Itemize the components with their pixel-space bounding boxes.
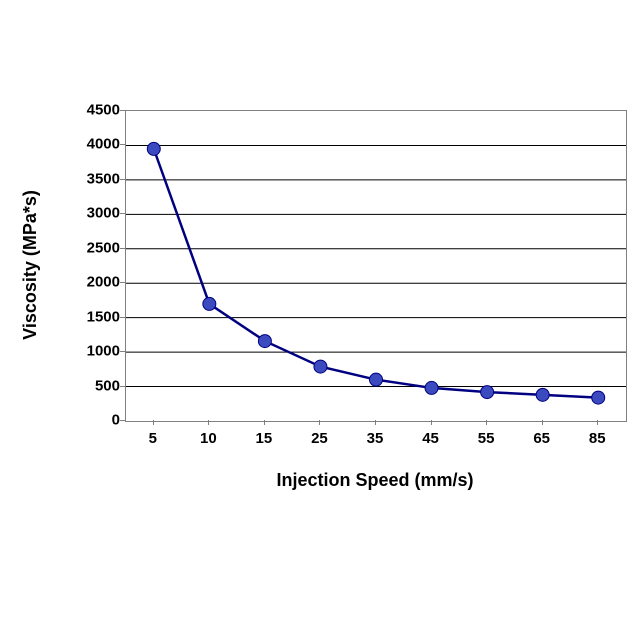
- y-tick-label: 0: [60, 412, 120, 429]
- viscosity-chart: Viscosity (MPa*s) Injection Speed (mm/s)…: [30, 90, 630, 530]
- chart-svg: [126, 111, 626, 421]
- y-tick-label: 4500: [60, 102, 120, 119]
- x-tick-mark: [486, 420, 487, 425]
- y-tick-mark: [120, 213, 125, 214]
- y-tick-mark: [120, 420, 125, 421]
- x-tick-label: 10: [193, 430, 223, 447]
- x-tick-label: 45: [416, 430, 446, 447]
- data-marker: [425, 381, 438, 394]
- x-tick-label: 65: [527, 430, 557, 447]
- plot-area: [125, 110, 627, 422]
- x-tick-label: 35: [360, 430, 390, 447]
- y-tick-mark: [120, 282, 125, 283]
- y-tick-label: 3500: [60, 170, 120, 187]
- x-tick-mark: [375, 420, 376, 425]
- x-tick-label: 55: [471, 430, 501, 447]
- data-marker: [258, 335, 271, 348]
- y-tick-label: 2000: [60, 274, 120, 291]
- data-marker: [370, 373, 383, 386]
- y-tick-mark: [120, 351, 125, 352]
- y-tick-label: 1000: [60, 343, 120, 360]
- y-axis-title: Viscosity (MPa*s): [20, 190, 41, 340]
- data-marker: [147, 142, 160, 155]
- x-tick-label: 25: [304, 430, 334, 447]
- x-axis-title: Injection Speed (mm/s): [125, 470, 625, 491]
- y-tick-mark: [120, 248, 125, 249]
- y-tick-label: 500: [60, 377, 120, 394]
- x-tick-mark: [264, 420, 265, 425]
- data-marker: [536, 388, 549, 401]
- y-tick-label: 3000: [60, 205, 120, 222]
- x-tick-mark: [319, 420, 320, 425]
- x-tick-mark: [431, 420, 432, 425]
- x-tick-label: 85: [582, 430, 612, 447]
- x-tick-mark: [597, 420, 598, 425]
- y-tick-mark: [120, 179, 125, 180]
- data-marker: [203, 297, 216, 310]
- data-marker: [314, 360, 327, 373]
- y-tick-label: 2500: [60, 239, 120, 256]
- y-tick-label: 1500: [60, 308, 120, 325]
- x-tick-label: 5: [138, 430, 168, 447]
- data-line: [154, 149, 598, 398]
- y-tick-label: 4000: [60, 136, 120, 153]
- y-tick-mark: [120, 386, 125, 387]
- x-tick-mark: [542, 420, 543, 425]
- y-tick-mark: [120, 317, 125, 318]
- x-tick-label: 15: [249, 430, 279, 447]
- x-tick-mark: [208, 420, 209, 425]
- y-tick-mark: [120, 144, 125, 145]
- y-tick-mark: [120, 110, 125, 111]
- x-tick-mark: [153, 420, 154, 425]
- data-marker: [481, 386, 494, 399]
- data-marker: [592, 391, 605, 404]
